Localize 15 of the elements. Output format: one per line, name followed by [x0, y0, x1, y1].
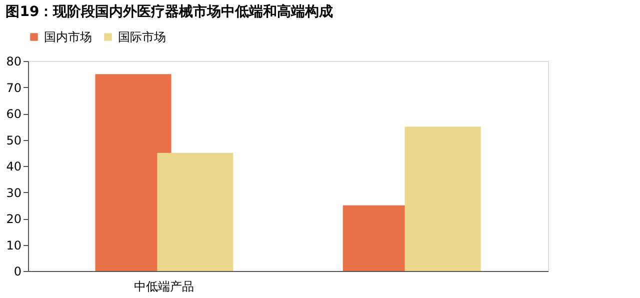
- x-tick-label: 中低端产品: [134, 280, 194, 294]
- y-tick-label: 50: [6, 133, 22, 148]
- y-tick-label: 80: [6, 54, 22, 68]
- y-tick-label: 0: [14, 264, 22, 278]
- y-tick-label: 70: [6, 80, 22, 95]
- y-tick-label: 30: [6, 186, 22, 200]
- chart-title: 图19：现阶段国内外医疗器械市场中低端和高端构成: [6, 3, 334, 20]
- y-tick-label: 60: [6, 107, 22, 121]
- y-tick-label: 10: [6, 238, 22, 252]
- y-tick-label: 40: [6, 160, 22, 174]
- bar: [404, 126, 481, 271]
- bar: [157, 152, 234, 271]
- legend-label: 国内市场: [44, 30, 92, 44]
- y-tick-label: 20: [6, 212, 22, 226]
- legend-label: 国际市场: [118, 30, 166, 44]
